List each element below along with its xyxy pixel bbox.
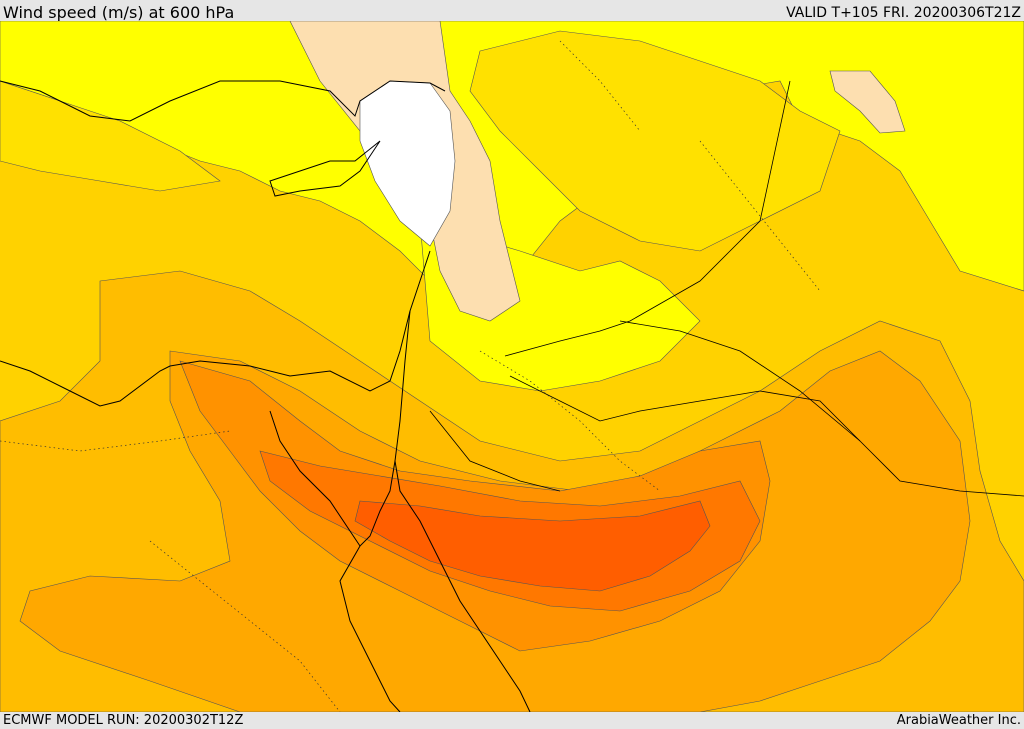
field-gold-light <box>469 30 841 252</box>
footer-bar <box>0 712 1024 729</box>
admin-lines <box>0 40 821 712</box>
wind-speed-map <box>0 21 1024 712</box>
title-bar <box>0 0 1024 21</box>
borders <box>429 80 1024 497</box>
map-title: Wind speed (m/s) at 600 hPa <box>3 3 235 22</box>
credit: ArabiaWeather Inc. <box>896 713 1021 728</box>
coastlines <box>0 80 531 712</box>
model-run: ECMWF MODEL RUN: 20200302T12Z <box>3 713 244 728</box>
field-wheat-ne <box>829 70 906 134</box>
field-gold-light-2 <box>0 80 221 192</box>
valid-time: VALID T+105 FRI. 20200306T21Z <box>786 5 1021 21</box>
field-red-orange <box>354 500 711 592</box>
